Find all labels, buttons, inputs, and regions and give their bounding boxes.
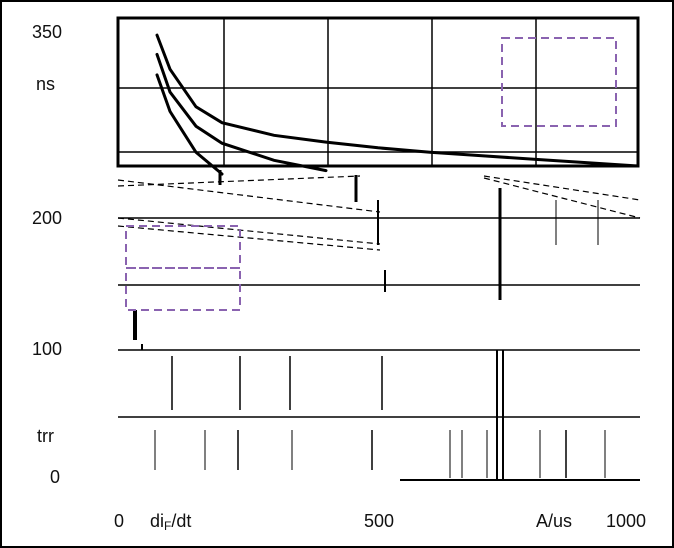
x-tick-0: 0 <box>114 511 124 531</box>
curve-2 <box>155 52 328 173</box>
placeholder-boxes <box>125 37 617 311</box>
artifact-dash-2 <box>117 225 381 251</box>
placeholder-box-upper-right <box>501 37 617 127</box>
artifact-dash-5 <box>117 175 361 187</box>
artifact-dash-4 <box>483 175 641 201</box>
placeholder-box-left-bottom <box>125 267 241 311</box>
y-tick-350: 350 <box>32 22 62 42</box>
artifact-dash-1 <box>117 217 381 245</box>
x-axis-label: diF/dt <box>150 511 191 533</box>
y-unit-label: ns <box>36 74 55 94</box>
grid-lines <box>118 18 640 481</box>
y-tick-100: 100 <box>32 339 62 359</box>
curves <box>155 33 640 176</box>
scan-artifacts <box>117 170 641 480</box>
curve-3 <box>155 73 224 176</box>
y-axis-label: trr <box>37 426 54 446</box>
curve-1 <box>155 33 640 168</box>
artifact-dash-0 <box>117 179 381 213</box>
x-tick-1000: 1000 <box>606 511 646 531</box>
artifact-dash-3 <box>483 177 641 219</box>
y-tick-0: 0 <box>50 467 60 487</box>
y-tick-200: 200 <box>32 208 62 228</box>
x-unit-label: A/us <box>536 511 572 531</box>
plot-border <box>116 16 640 168</box>
x-tick-500: 500 <box>364 511 394 531</box>
